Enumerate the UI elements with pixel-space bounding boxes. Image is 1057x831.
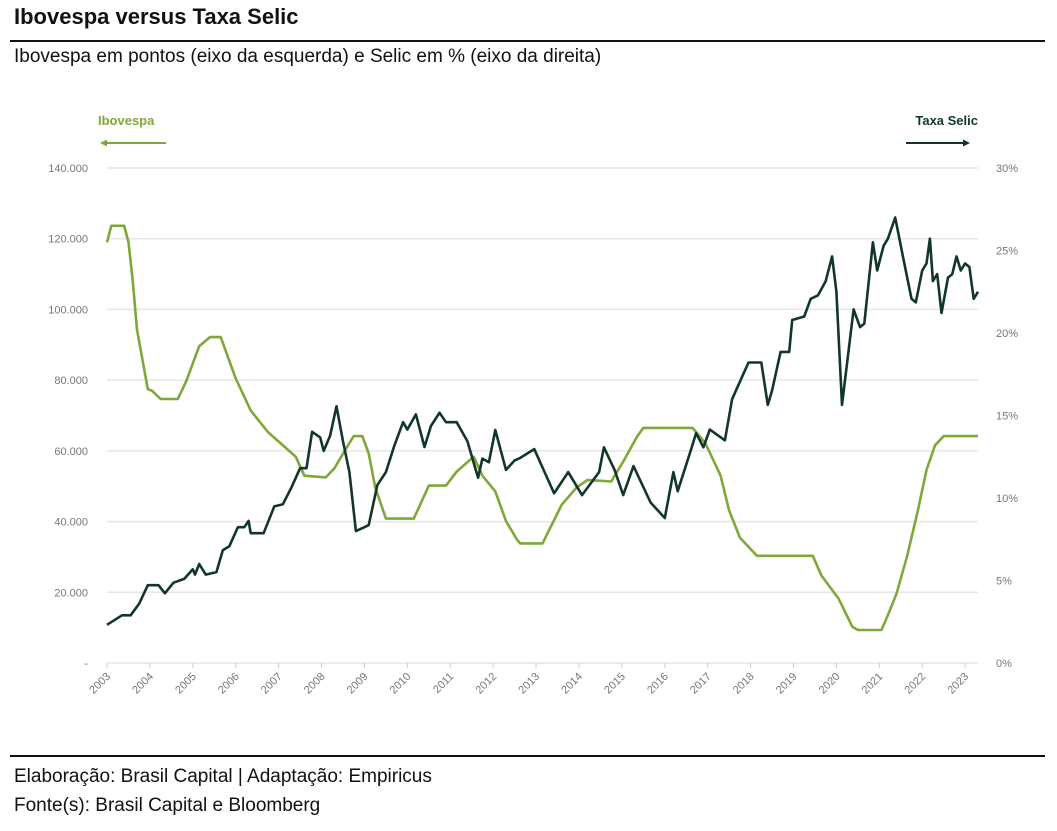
x-tick-label: 2011 [431,671,456,696]
y-axis-left: - 20.000 40.000 60.000 80.000 100.000 120.000 1… [48,163,88,670]
y-left-tick-label: 100.000 [48,304,88,316]
y-left-tick-label: - [84,658,88,670]
legend-taxa-selic: Taxa Selic [915,113,978,128]
y-right-tick-label: 25% [996,246,1018,258]
y-left-tick-label: 20.000 [54,587,88,599]
x-tick-label: 2005 [173,671,199,697]
title-rule [10,40,1045,42]
x-tick-label: 2003 [87,671,113,697]
y-left-tick-label: 120.000 [48,234,88,246]
footer-source: Fonte(s): Brasil Capital e Bloomberg [14,795,321,816]
y-left-tick-label: 60.000 [54,446,88,458]
x-tick-label: 2013 [516,671,542,697]
chart-subtitle: Ibovespa em pontos (eixo da esquerda) e … [14,46,602,67]
x-tick-label: 2016 [645,671,671,697]
x-tick-label: 2018 [731,671,757,697]
y-left-tick-label: 40.000 [54,517,88,529]
arrow-left-head-icon [100,139,107,147]
x-tick-label: 2020 [817,671,843,697]
y-right-tick-label: 15% [996,411,1018,423]
x-tick-label: 2010 [388,671,414,697]
y-left-tick-label: 140.000 [48,163,88,175]
x-tick-label: 2004 [130,671,156,697]
series-line-ibovespa [106,216,980,626]
y-axis-right: 0% 5% 10% 15% 20% 25% 30% [996,163,1018,670]
arrow-right-head-icon [963,139,970,147]
y-right-tick-label: 10% [996,493,1018,505]
y-right-tick-label: 20% [996,328,1018,340]
x-tick-label: 2007 [259,671,285,697]
x-tick-label: 2009 [345,671,371,697]
y-right-tick-label: 5% [996,576,1012,588]
legend-ibovespa: Ibovespa [98,113,155,128]
y-left-tick-label: 80.000 [54,375,88,387]
x-axis: 2003 2004 2005 2006 2007 2008 2009 2010 2011 2012… [87,663,971,696]
series-line-selic [105,224,978,632]
x-tick-label: 2008 [302,671,328,697]
footer-rule [10,755,1045,757]
chart-title: Ibovespa versus Taxa Selic [14,4,299,29]
grid [107,167,978,664]
x-tick-label: 2019 [774,671,800,697]
x-tick-label: 2022 [903,671,929,697]
y-right-tick-label: 30% [996,163,1018,175]
x-tick-label: 2015 [602,671,628,697]
x-tick-label: 2021 [860,671,886,697]
x-tick-label: 2014 [559,671,585,697]
x-tick-label: 2017 [688,671,714,697]
series-lines [105,216,980,632]
x-tick-label: 2023 [945,671,971,697]
legend: Ibovespa Taxa Selic [98,113,978,147]
y-right-tick-label: 0% [996,658,1012,670]
footer-credit: Elaboração: Brasil Capital | Adaptação: … [14,766,432,787]
x-tick-label: 2006 [216,671,242,697]
x-tick-label: 2012 [473,671,499,697]
